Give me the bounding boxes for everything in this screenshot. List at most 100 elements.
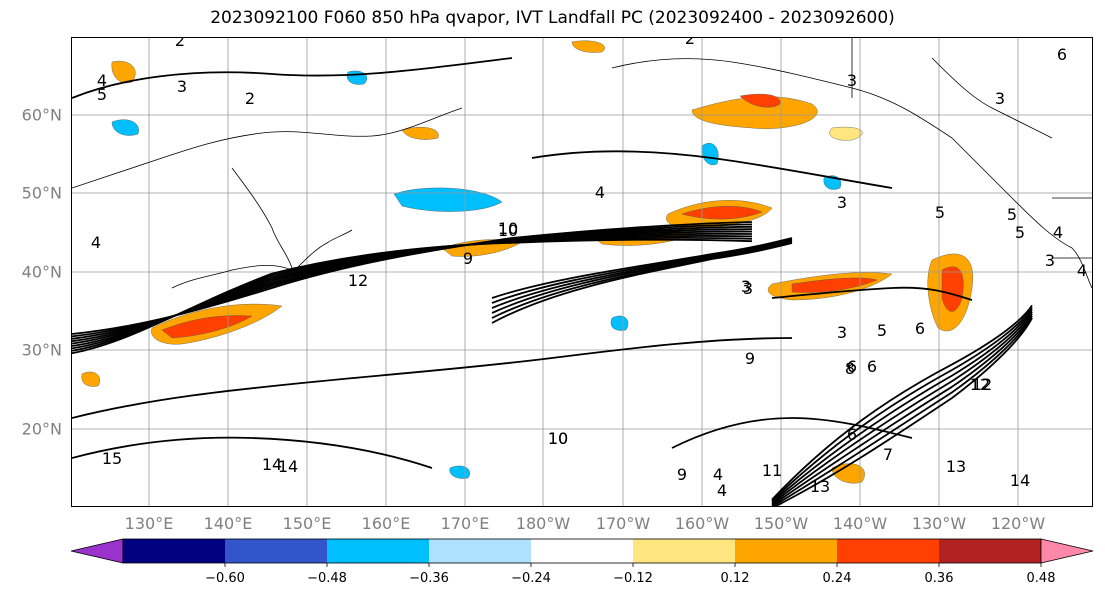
colorbar-tick-label: −0.12 [613, 571, 653, 586]
contour-label: 5 [935, 203, 945, 222]
contour-label: 4 [713, 465, 723, 484]
colorbar-segment [429, 539, 532, 563]
contour-label: 4 [1053, 223, 1063, 242]
ivt-contour [771, 315, 1033, 506]
ivt-contour [771, 309, 1033, 504]
ivt-contour [771, 286, 973, 301]
ivt-contour [671, 417, 913, 449]
lon-label: 120°W [990, 514, 1046, 533]
colorbar-tick-label: −0.24 [511, 571, 551, 586]
colorbar-tick-label: −0.60 [205, 571, 245, 586]
ivt-contour [72, 337, 793, 419]
lon-label: 180°W [515, 514, 571, 533]
qvapor-shading [81, 40, 973, 484]
coastline [931, 57, 1053, 139]
qvapor-anomaly [81, 371, 100, 387]
lon-label: 160°W [674, 514, 730, 533]
contour-label: 14 [1010, 471, 1030, 490]
contour-label: 7 [883, 445, 893, 464]
ivt-contour [491, 242, 793, 324]
qvapor-anomaly [449, 465, 470, 479]
contour-label: 8 [845, 359, 855, 378]
plot-title: 2023092100 F060 850 hPa qvapor, IVT Land… [210, 8, 895, 28]
contour-label: 15 [102, 449, 122, 468]
coastline [1011, 197, 1092, 289]
contour-label: 5 [97, 85, 107, 104]
colorbar-segment [327, 539, 430, 563]
ivt-contour [72, 57, 513, 99]
contour-label: 6 [867, 357, 877, 376]
lon-label: 150°E [282, 514, 332, 533]
contour-label: 13 [810, 477, 830, 496]
contour-label: 3 [1045, 251, 1055, 270]
contour-label: 13 [946, 457, 966, 476]
ivt-contour [72, 436, 433, 469]
coastline [231, 167, 293, 269]
colorbar [70, 538, 1094, 567]
qvapor-anomaly [701, 142, 719, 166]
contour-label: 12 [972, 375, 992, 394]
contour-label: 3 [743, 279, 753, 298]
qvapor-anomaly [401, 127, 439, 140]
qvapor-anomaly [111, 119, 139, 136]
colorbar-segment [735, 539, 838, 563]
lon-label: 130°E [124, 514, 174, 533]
lon-label: 170°W [595, 514, 651, 533]
colorbar-segment [633, 539, 736, 563]
lon-label: 140°E [203, 514, 253, 533]
contour-label: 4 [97, 71, 107, 90]
map-panel: 2 2 4 5 3 2 3 6 3 3 4 5 4 3 4 10 3 4 5 5 12 9 10 3 4 6 5 3 12 10 14 14 1… [71, 37, 1093, 507]
contour-labels: 2 245 323633454341034551291034653121014141… [91, 38, 1087, 500]
contour-label: 4 [91, 233, 101, 252]
qvapor-anomaly [161, 315, 253, 339]
contour-label: 9 [463, 249, 473, 268]
contour-label: 3 [995, 89, 1005, 108]
coastlines [72, 38, 1092, 289]
colorbar-segment [225, 539, 328, 563]
contour-label: 10 [548, 429, 568, 448]
contour-label: 3 [847, 71, 857, 90]
colorbar-tick-label: 0.36 [924, 571, 954, 586]
contour-label: 2 [175, 38, 185, 50]
graticule [72, 38, 1092, 506]
colorbar-segment [531, 539, 634, 563]
contour-label: 10 [498, 221, 518, 240]
lat-label: 50°N [21, 183, 62, 203]
contour-label: 2 [685, 38, 695, 48]
qvapor-anomaly [829, 126, 863, 141]
contour-label: 6 [915, 319, 925, 338]
contour-label: 3 [177, 77, 187, 96]
colorbar-segment [837, 539, 940, 563]
contour-label: 5 [1007, 205, 1017, 224]
coastline [72, 107, 463, 189]
colorbar-tick-label: 0.24 [822, 571, 852, 586]
map-canvas: 2 245 323633454341034551291034653121014141… [72, 38, 1092, 506]
lat-label: 20°N [21, 419, 62, 439]
colorbar-segment [939, 539, 1042, 563]
contour-label: 6 [847, 357, 857, 376]
contour-label: 3 [837, 323, 847, 342]
lon-label: 130°W [911, 514, 967, 533]
coastline [296, 229, 353, 269]
colorbar-tick-label: −0.48 [307, 571, 347, 586]
lat-label: 40°N [21, 262, 62, 282]
ivt-contours [72, 57, 1033, 506]
ivt-contour [531, 150, 893, 189]
colorbar-extend-low [70, 538, 124, 564]
contour-label: 3 [741, 277, 751, 296]
ivt-contour [773, 317, 1033, 506]
contour-label: 4 [717, 481, 727, 500]
qvapor-anomaly [393, 187, 503, 212]
lon-label: 160°E [361, 514, 411, 533]
colorbar-segment [123, 539, 226, 563]
contour-label: 9 [677, 465, 687, 484]
coastline [171, 265, 293, 289]
lon-label: 150°W [753, 514, 809, 533]
qvapor-anomaly [791, 277, 878, 293]
contour-label: 3 [837, 193, 847, 212]
lat-label: 30°N [21, 340, 62, 360]
lon-label: 170°E [440, 514, 490, 533]
contour-label: 5 [877, 321, 887, 340]
lat-label: 60°N [21, 105, 62, 125]
contour-label: 4 [595, 183, 605, 202]
